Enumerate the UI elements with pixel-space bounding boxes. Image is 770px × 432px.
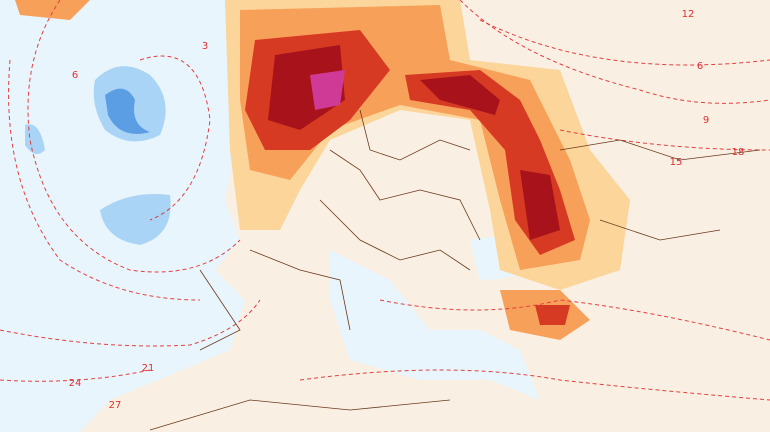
contours: [0, 0, 770, 401]
contour-label: 24: [69, 378, 82, 389]
contour-label: 6: [72, 70, 78, 81]
contour-label: 6: [697, 61, 703, 72]
warm-anomaly: [15, 0, 630, 340]
contour-label: 21: [142, 363, 155, 374]
borders: [149, 109, 761, 431]
contour-label: 27: [109, 400, 122, 411]
contour-label: 9: [703, 115, 709, 126]
cold-anomaly: [25, 66, 171, 245]
contour-label: 15: [670, 157, 683, 168]
contour-label: 18: [732, 147, 745, 158]
contour-label: 3: [202, 41, 208, 52]
contour-label: 12: [682, 9, 695, 20]
mediterranean: [330, 250, 540, 400]
